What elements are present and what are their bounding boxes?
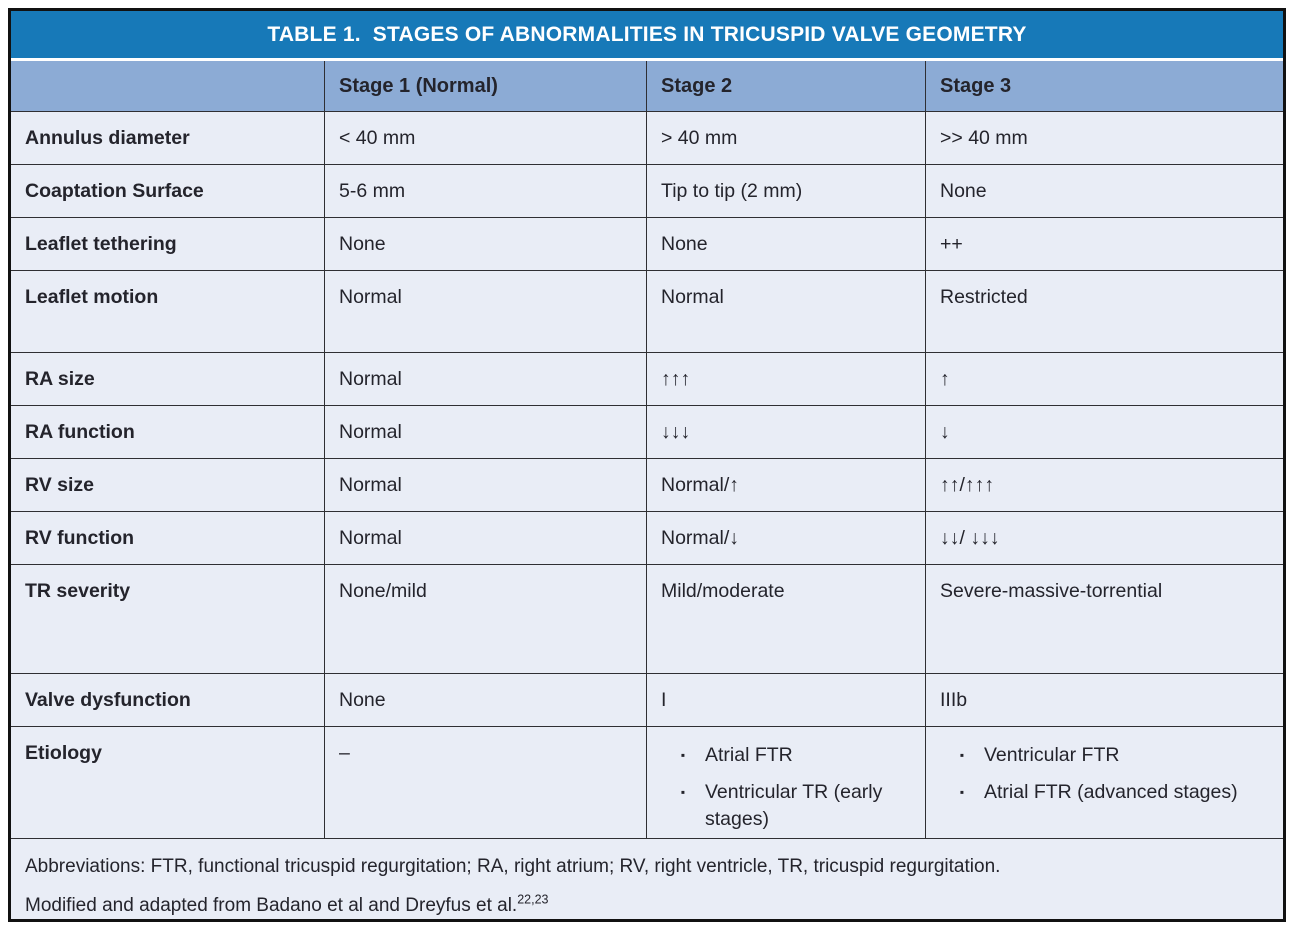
cell-stage3: ++ [925, 218, 1283, 270]
tricuspid-stages-table: TABLE 1. STAGES OF ABNORMALITIES IN TRIC… [8, 8, 1286, 922]
table-row-coaptation-surface: Coaptation Surface 5-6 mm Tip to tip (2 … [11, 164, 1283, 217]
row-label: Etiology [25, 742, 102, 764]
table-row-leaflet-tethering: Leaflet tethering None None ++ [11, 217, 1283, 270]
list-item: ▪ Ventricular FTR [940, 742, 1269, 768]
list-item-text: Atrial FTR [705, 744, 793, 766]
cell-stage1: – [324, 727, 646, 838]
cell-stage1: 5-6 mm [324, 165, 646, 217]
cell-stage2: ↑↑↑ [646, 353, 925, 405]
table-row-annulus-diameter: Annulus diameter < 40 mm > 40 mm >> 40 m… [11, 111, 1283, 164]
bullet-icon: ▪ [680, 785, 686, 800]
row-label: Leaflet motion [25, 286, 159, 308]
cell-stage2: ↓↓↓ [646, 406, 925, 458]
footnote-citation: Modified and adapted from Badano et al a… [25, 887, 1269, 919]
cell-stage1: Normal [324, 459, 646, 511]
table-title-bar: TABLE 1. STAGES OF ABNORMALITIES IN TRIC… [11, 11, 1283, 61]
list-item: ▪ Atrial FTR (advanced stages) [940, 779, 1269, 805]
bullet-icon: ▪ [959, 748, 965, 762]
cell-stage2: Normal/↓ [646, 512, 925, 564]
cell-stage1: Normal [324, 353, 646, 405]
footnote-reference-numbers: 22,23 [517, 892, 549, 907]
table-title: TABLE 1. STAGES OF ABNORMALITIES IN TRIC… [267, 22, 1027, 46]
cell-stage3: ↓↓/ ↓↓↓ [925, 512, 1283, 564]
header-cell-empty [11, 61, 324, 111]
cell-stage2: Normal [646, 271, 925, 352]
header-cell-stage1: Stage 1 (Normal) [324, 61, 646, 111]
cell-stage1: < 40 mm [324, 112, 646, 164]
cell-stage1: None [324, 218, 646, 270]
cell-stage1: Normal [324, 512, 646, 564]
cell-stage1: Normal [324, 406, 646, 458]
footnote-abbreviations: Abbreviations: FTR, functional tricuspid… [25, 856, 1001, 877]
list-item-text: Ventricular FTR [984, 744, 1120, 766]
row-label: Leaflet tethering [25, 233, 177, 255]
table-row-ra-size: RA size Normal ↑↑↑ ↑ [11, 352, 1283, 405]
cell-stage1: None/mild [324, 565, 646, 673]
cell-stage3: IIIb [925, 674, 1283, 726]
cell-stage3: ▪ Ventricular FTR ▪ Atrial FTR (advanced… [925, 727, 1283, 838]
row-label: RV size [25, 474, 95, 496]
table-row-rv-function: RV function Normal Normal/↓ ↓↓/ ↓↓↓ [11, 511, 1283, 564]
cell-stage3: >> 40 mm [925, 112, 1283, 164]
header-cell-stage2: Stage 2 [646, 61, 925, 111]
cell-stage3: ↓ [925, 406, 1283, 458]
cell-stage1: None [324, 674, 646, 726]
cell-stage1: Normal [324, 271, 646, 352]
row-label: RA size [25, 368, 95, 390]
cell-stage3: ↑↑/↑↑↑ [925, 459, 1283, 511]
bullet-icon: ▪ [680, 748, 686, 762]
cell-stage3: None [925, 165, 1283, 217]
cell-stage2: Tip to tip (2 mm) [646, 165, 925, 217]
row-label: Annulus diameter [25, 127, 190, 149]
row-label: RA function [25, 421, 135, 443]
bullet-icon: ▪ [959, 785, 965, 800]
list-item: ▪ Ventricular TR (early stages) [661, 779, 911, 832]
header-cell-stage3: Stage 3 [925, 61, 1283, 111]
etiology-stage2-list: ▪ Atrial FTR ▪ Ventricular TR (early sta… [661, 740, 911, 832]
row-label: TR severity [25, 580, 131, 602]
table-row-valve-dysfunction: Valve dysfunction None I IIIb [11, 673, 1283, 726]
list-item-text: Ventricular TR (early stages) [705, 781, 883, 830]
list-item-text: Atrial FTR (advanced stages) [984, 781, 1238, 804]
cell-stage3: Restricted [925, 271, 1283, 352]
row-label: RV function [25, 527, 135, 549]
cell-stage2: I [646, 674, 925, 726]
table-row-leaflet-motion: Leaflet motion Normal Normal Restricted [11, 270, 1283, 352]
table-row-rv-size: RV size Normal Normal/↑ ↑↑/↑↑↑ [11, 458, 1283, 511]
cell-stage2: Mild/moderate [646, 565, 925, 673]
cell-stage2: Normal/↑ [646, 459, 925, 511]
row-label: Valve dysfunction [25, 689, 191, 711]
etiology-stage3-list: ▪ Ventricular FTR ▪ Atrial FTR (advanced… [940, 740, 1269, 806]
row-label: Coaptation Surface [25, 180, 204, 202]
table-row-etiology: Etiology – ▪ Atrial FTR ▪ Ventricular TR… [11, 726, 1283, 838]
cell-stage2: None [646, 218, 925, 270]
cell-stage2: ▪ Atrial FTR ▪ Ventricular TR (early sta… [646, 727, 925, 838]
table-row-ra-function: RA function Normal ↓↓↓ ↓ [11, 405, 1283, 458]
table-footnote: Abbreviations: FTR, functional tricuspid… [11, 838, 1283, 918]
table-header-row: Stage 1 (Normal) Stage 2 Stage 3 [11, 61, 1283, 111]
table-row-tr-severity: TR severity None/mild Mild/moderate Seve… [11, 564, 1283, 673]
cell-stage3: Severe-massive-torrential [925, 565, 1283, 673]
cell-stage3: ↑ [925, 353, 1283, 405]
footnote-citation-text: Modified and adapted from Badano et al a… [25, 894, 518, 916]
cell-stage2: > 40 mm [646, 112, 925, 164]
list-item: ▪ Atrial FTR [661, 742, 911, 768]
